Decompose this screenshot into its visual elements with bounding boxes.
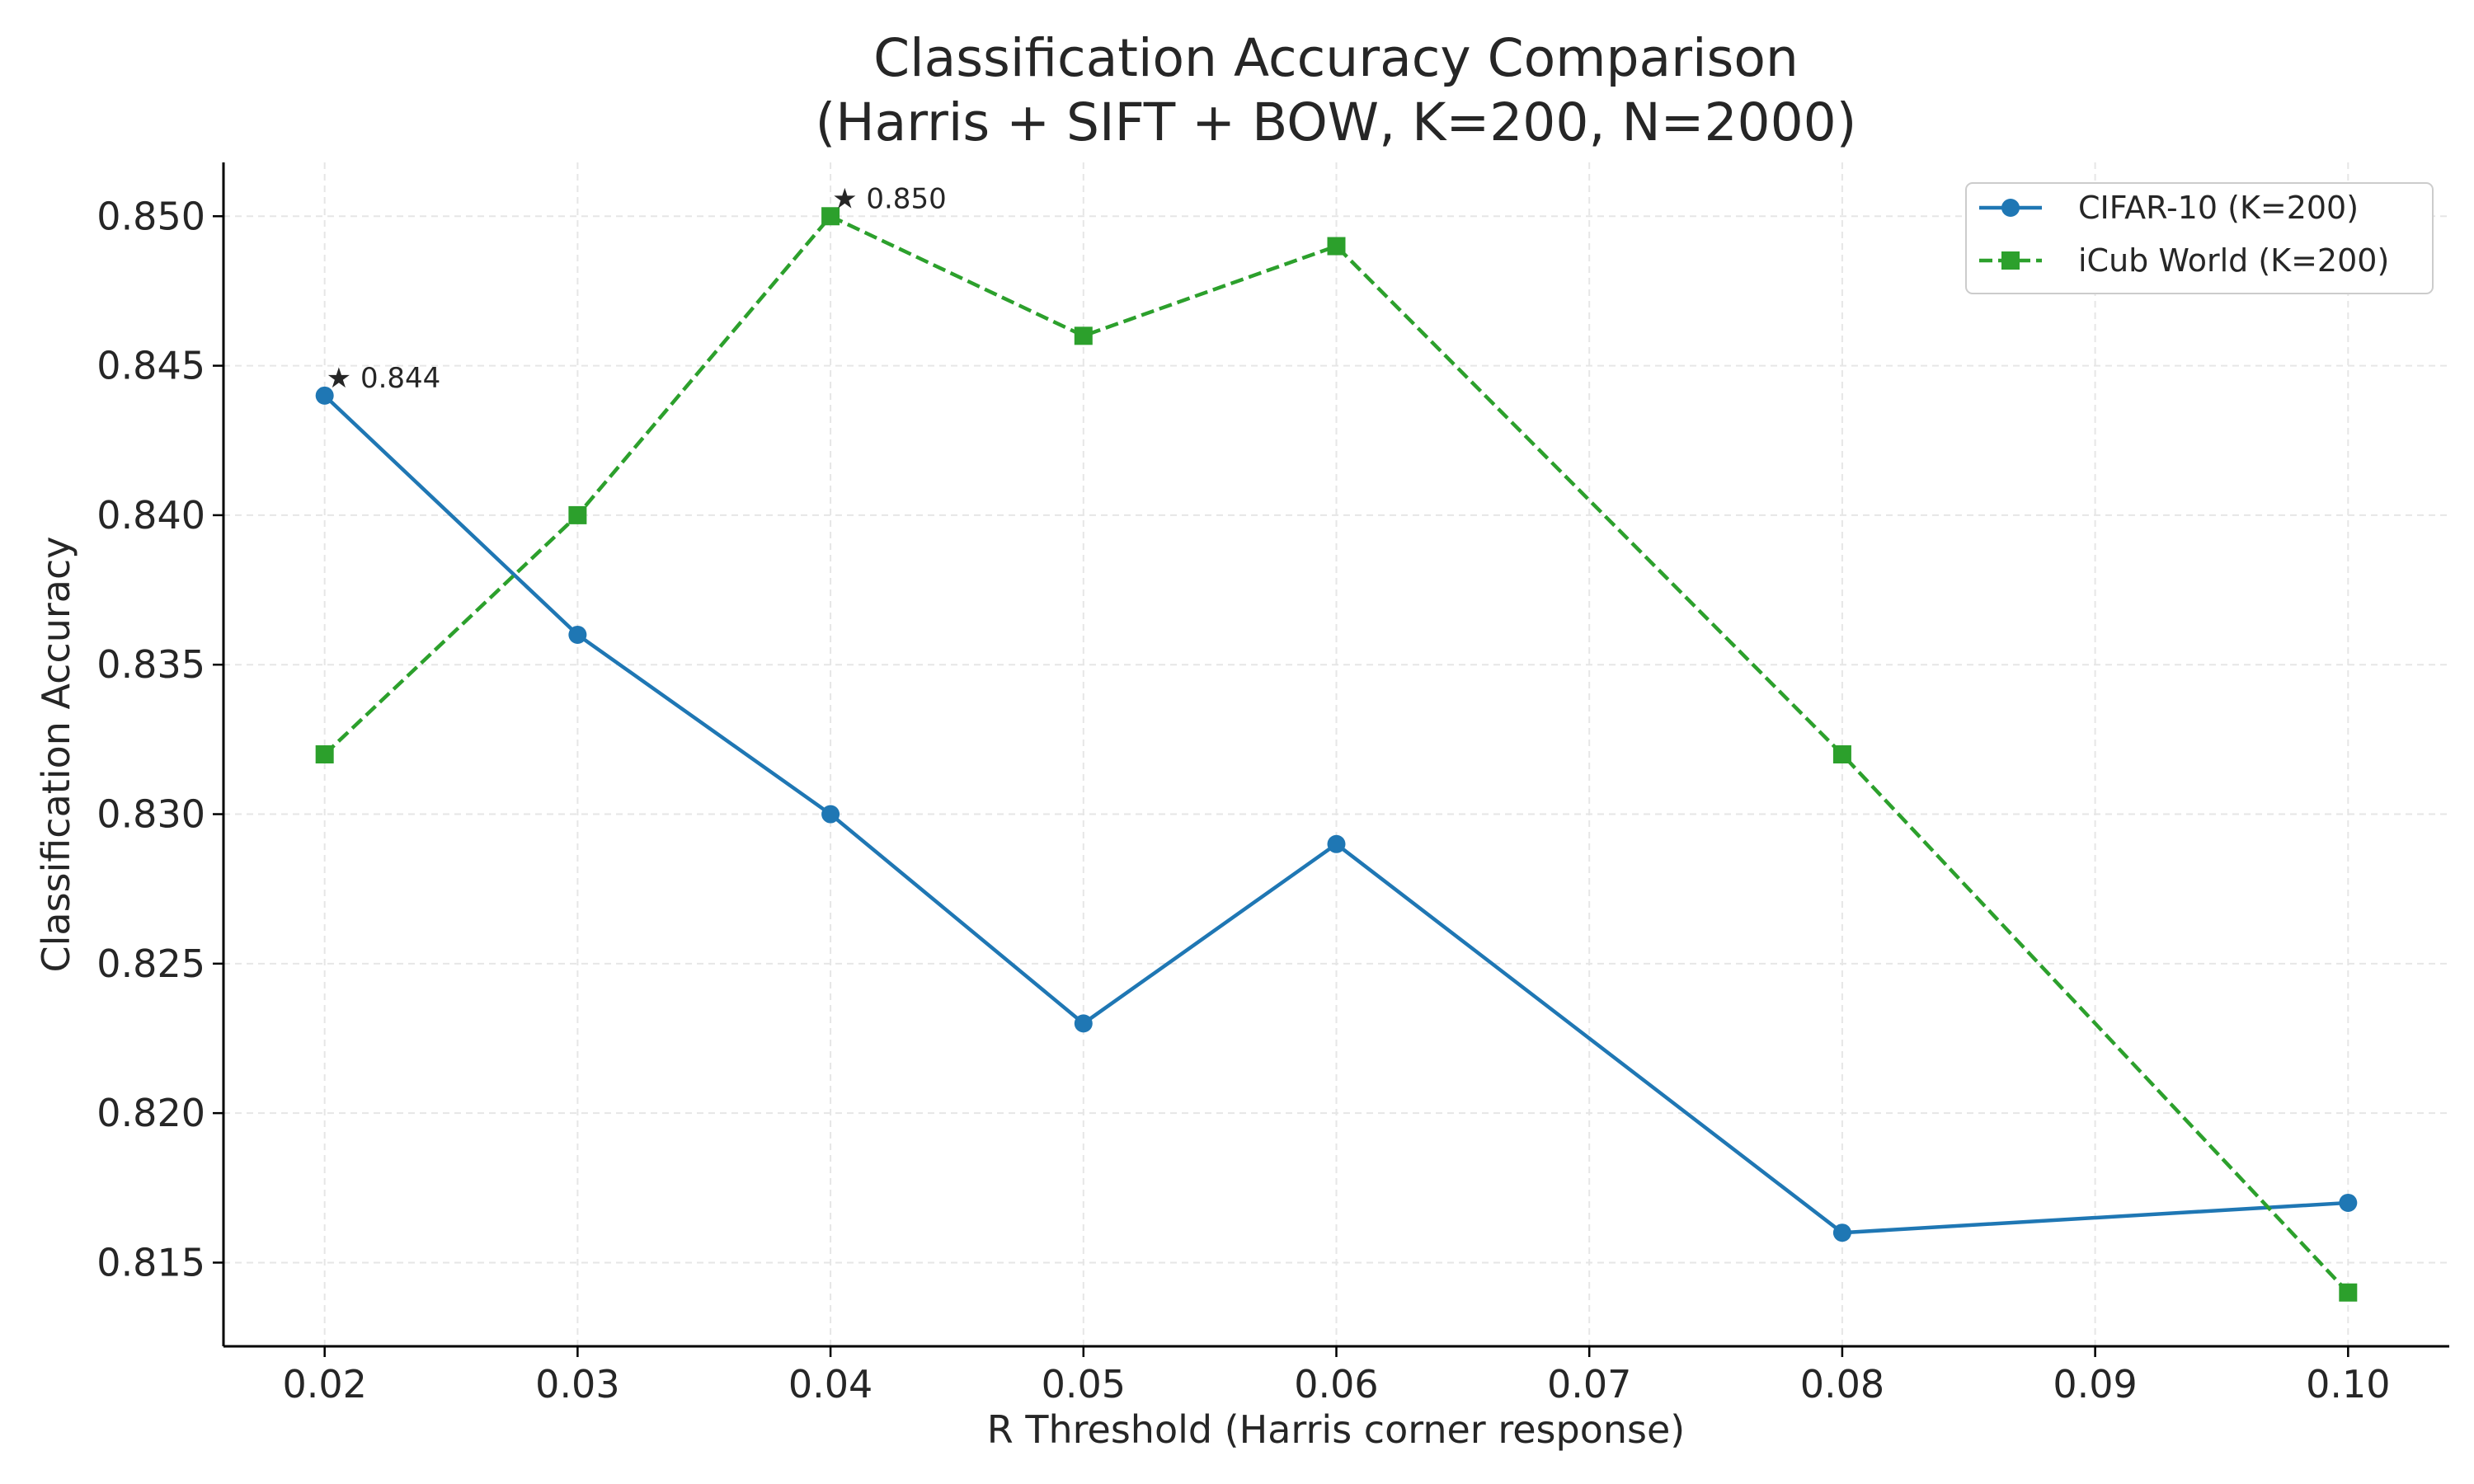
x-tick-label: 0.02 xyxy=(282,1362,366,1407)
y-tick-label: 0.850 xyxy=(96,194,205,238)
x-tick-label: 0.04 xyxy=(788,1362,872,1407)
series-2-point xyxy=(2339,1283,2358,1302)
series-1-point xyxy=(1327,834,1346,853)
y-axis-label: Classification Accuracy xyxy=(34,537,78,973)
series-1-point xyxy=(1074,1014,1093,1033)
x-tick-label: 0.10 xyxy=(2306,1362,2390,1407)
legend-frame xyxy=(1965,182,2434,294)
series-2-point xyxy=(315,745,334,763)
legend-marker-circle xyxy=(2001,199,2020,217)
series-1-point xyxy=(315,386,334,405)
legend-label-1: CIFAR-10 (K=200) xyxy=(2078,190,2359,226)
series-1-point xyxy=(568,625,587,644)
x-tick-label: 0.03 xyxy=(535,1362,619,1407)
series-1-point xyxy=(1832,1223,1851,1242)
best-value-annotation: ★ 0.844 xyxy=(327,362,441,395)
annotations: ★ 0.844 ★ 0.850 xyxy=(327,182,947,395)
y-tick-label: 0.815 xyxy=(96,1240,205,1284)
series-2-point xyxy=(568,505,587,524)
x-ticks: 0.02 0.03 0.04 0.05 0.06 0.07 0.08 0.09 0.10 xyxy=(282,1346,2391,1407)
x-axis-label: R Threshold (Harris corner response) xyxy=(987,1407,1685,1452)
y-tick-label: 0.820 xyxy=(96,1091,205,1135)
legend: CIFAR-10 (K=200) iCub World (K=200) xyxy=(1965,182,2434,294)
y-tick-label: 0.835 xyxy=(96,642,205,687)
y-tick-label: 0.840 xyxy=(96,493,205,538)
legend-marker-square xyxy=(2001,251,2020,270)
x-tick-label: 0.07 xyxy=(1547,1362,1631,1407)
series-2-point xyxy=(1074,326,1093,345)
series-1-point xyxy=(821,805,840,824)
y-ticks: 0.815 0.820 0.825 0.830 0.835 0.840 0.845 0.850 xyxy=(96,194,223,1284)
series-1-point xyxy=(2339,1193,2358,1212)
series-2-point xyxy=(1832,745,1851,763)
legend-label-2: iCub World (K=200) xyxy=(2078,242,2389,279)
x-tick-label: 0.05 xyxy=(1042,1362,1126,1407)
series xyxy=(315,207,2358,1302)
best-value-annotation: ★ 0.850 xyxy=(832,182,947,215)
series-2-point xyxy=(1327,237,1346,256)
y-tick-label: 0.830 xyxy=(96,792,205,837)
x-tick-label: 0.09 xyxy=(2053,1362,2137,1407)
y-tick-label: 0.845 xyxy=(96,344,205,388)
chart-title-line-1: Classification Accuracy Comparison xyxy=(873,28,1799,88)
y-tick-label: 0.825 xyxy=(96,942,205,986)
grid xyxy=(223,162,2449,1346)
chart-title-line-2: (Harris + SIFT + BOW, K=200, N=2000) xyxy=(816,92,1857,153)
series-2-point xyxy=(821,207,840,226)
x-tick-label: 0.06 xyxy=(1294,1362,1378,1407)
x-tick-label: 0.08 xyxy=(1800,1362,1884,1407)
